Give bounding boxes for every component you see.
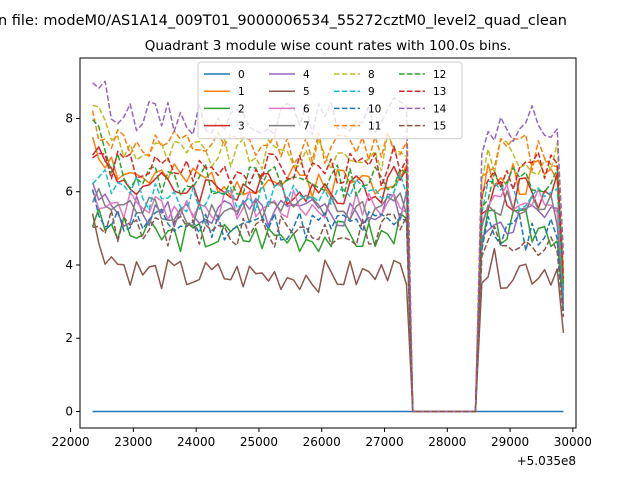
x-tick-label: 28000 bbox=[428, 435, 466, 449]
series-line-7 bbox=[91, 187, 565, 413]
series-line-5 bbox=[91, 213, 565, 413]
legend-label-12: 12 bbox=[433, 69, 446, 81]
x-axis-offset-label: +5.035e8 bbox=[517, 454, 576, 468]
series-line-2 bbox=[91, 207, 565, 413]
legend-label-4: 4 bbox=[303, 69, 310, 81]
legend-label-2: 2 bbox=[238, 103, 245, 115]
series-line-10 bbox=[91, 189, 565, 413]
legend-label-13: 13 bbox=[433, 86, 446, 98]
series-line-3 bbox=[91, 146, 565, 413]
x-tick-label: 29000 bbox=[491, 435, 529, 449]
legend-label-15: 15 bbox=[433, 121, 446, 133]
y-tick-label: 6 bbox=[65, 185, 73, 199]
y-tick-label: 4 bbox=[65, 258, 73, 272]
y-tick-label: 8 bbox=[65, 111, 73, 125]
series-line-13 bbox=[92, 145, 565, 413]
legend-label-0: 0 bbox=[238, 69, 245, 81]
legend-label-3: 3 bbox=[238, 121, 245, 133]
legend-label-14: 14 bbox=[433, 103, 447, 115]
legend-label-6: 6 bbox=[303, 103, 310, 115]
axes-frame bbox=[79, 57, 577, 429]
legend-box bbox=[197, 61, 463, 140]
x-tick-label: 25000 bbox=[240, 435, 278, 449]
legend-label-8: 8 bbox=[368, 69, 375, 81]
chart-suptitle: n file: modeM0/AS1A14_009T01_9000006534_… bbox=[0, 13, 567, 29]
x-tick-label: 27000 bbox=[365, 435, 403, 449]
y-tick-label: 0 bbox=[65, 405, 73, 419]
legend-label-10: 10 bbox=[368, 103, 381, 115]
x-tick-label: 30000 bbox=[554, 435, 592, 449]
legend-label-1: 1 bbox=[238, 86, 245, 98]
legend-label-5: 5 bbox=[303, 86, 310, 98]
legend-label-11: 11 bbox=[368, 121, 381, 133]
series-line-4 bbox=[91, 182, 565, 413]
series-line-11 bbox=[91, 110, 565, 413]
y-tick-label: 2 bbox=[65, 331, 73, 345]
series-line-12 bbox=[92, 119, 565, 413]
x-tick-label: 24000 bbox=[177, 435, 215, 449]
series-line-15 bbox=[92, 209, 565, 413]
series-line-8 bbox=[92, 104, 565, 413]
x-axis: 22000 23000 24000 25000 26000 27000 28000 29000… bbox=[51, 428, 592, 449]
x-tick-label: 26000 bbox=[303, 435, 341, 449]
legend-label-9: 9 bbox=[368, 86, 375, 98]
y-axis: 0 2 4 6 8 bbox=[65, 111, 80, 419]
series-line-1 bbox=[91, 136, 565, 413]
chart-title: Quadrant 3 module wise count rates with … bbox=[145, 38, 511, 54]
series-line-9 bbox=[92, 169, 565, 413]
legend-label-7: 7 bbox=[303, 121, 310, 133]
x-tick-label: 22000 bbox=[51, 435, 89, 449]
x-tick-label: 23000 bbox=[114, 435, 152, 449]
